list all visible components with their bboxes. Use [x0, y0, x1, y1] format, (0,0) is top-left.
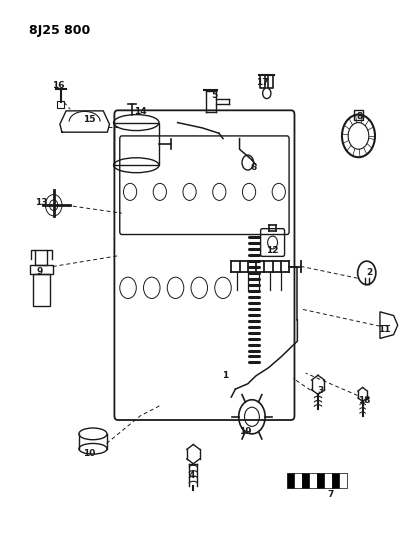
Text: 18: 18	[358, 397, 370, 405]
Bar	[324, 473, 332, 488]
Bar	[294, 473, 302, 488]
Bar	[332, 473, 339, 488]
Text: 9: 9	[36, 268, 43, 276]
Text: 4: 4	[189, 471, 195, 480]
Bar	[302, 473, 309, 488]
Bar	[35, 250, 47, 265]
Text: 10: 10	[83, 449, 95, 457]
Text: 17: 17	[256, 78, 268, 87]
Bar	[309, 473, 317, 488]
Bar	[317, 473, 324, 488]
Bar	[287, 473, 294, 488]
Text: 19: 19	[240, 427, 252, 436]
Text: 8: 8	[356, 112, 363, 120]
Text: 14: 14	[134, 108, 147, 116]
Text: 13: 13	[35, 198, 47, 207]
Bar	[114, 123, 159, 165]
Text: 8J25 800: 8J25 800	[29, 24, 90, 37]
Text: 11: 11	[378, 325, 390, 334]
Text: 12: 12	[266, 246, 279, 255]
Text: 15: 15	[83, 116, 95, 124]
Text: 7: 7	[327, 490, 334, 499]
Text: 16: 16	[52, 81, 65, 90]
Text: 3: 3	[317, 386, 323, 394]
Bar	[30, 265, 53, 274]
Bar	[354, 110, 363, 120]
Bar	[339, 473, 347, 488]
Text: 2: 2	[366, 269, 373, 277]
Bar	[33, 274, 50, 306]
Text: 1: 1	[222, 372, 228, 380]
Bar	[57, 101, 64, 108]
Text: 6: 6	[251, 164, 257, 172]
Text: 5: 5	[211, 92, 218, 100]
